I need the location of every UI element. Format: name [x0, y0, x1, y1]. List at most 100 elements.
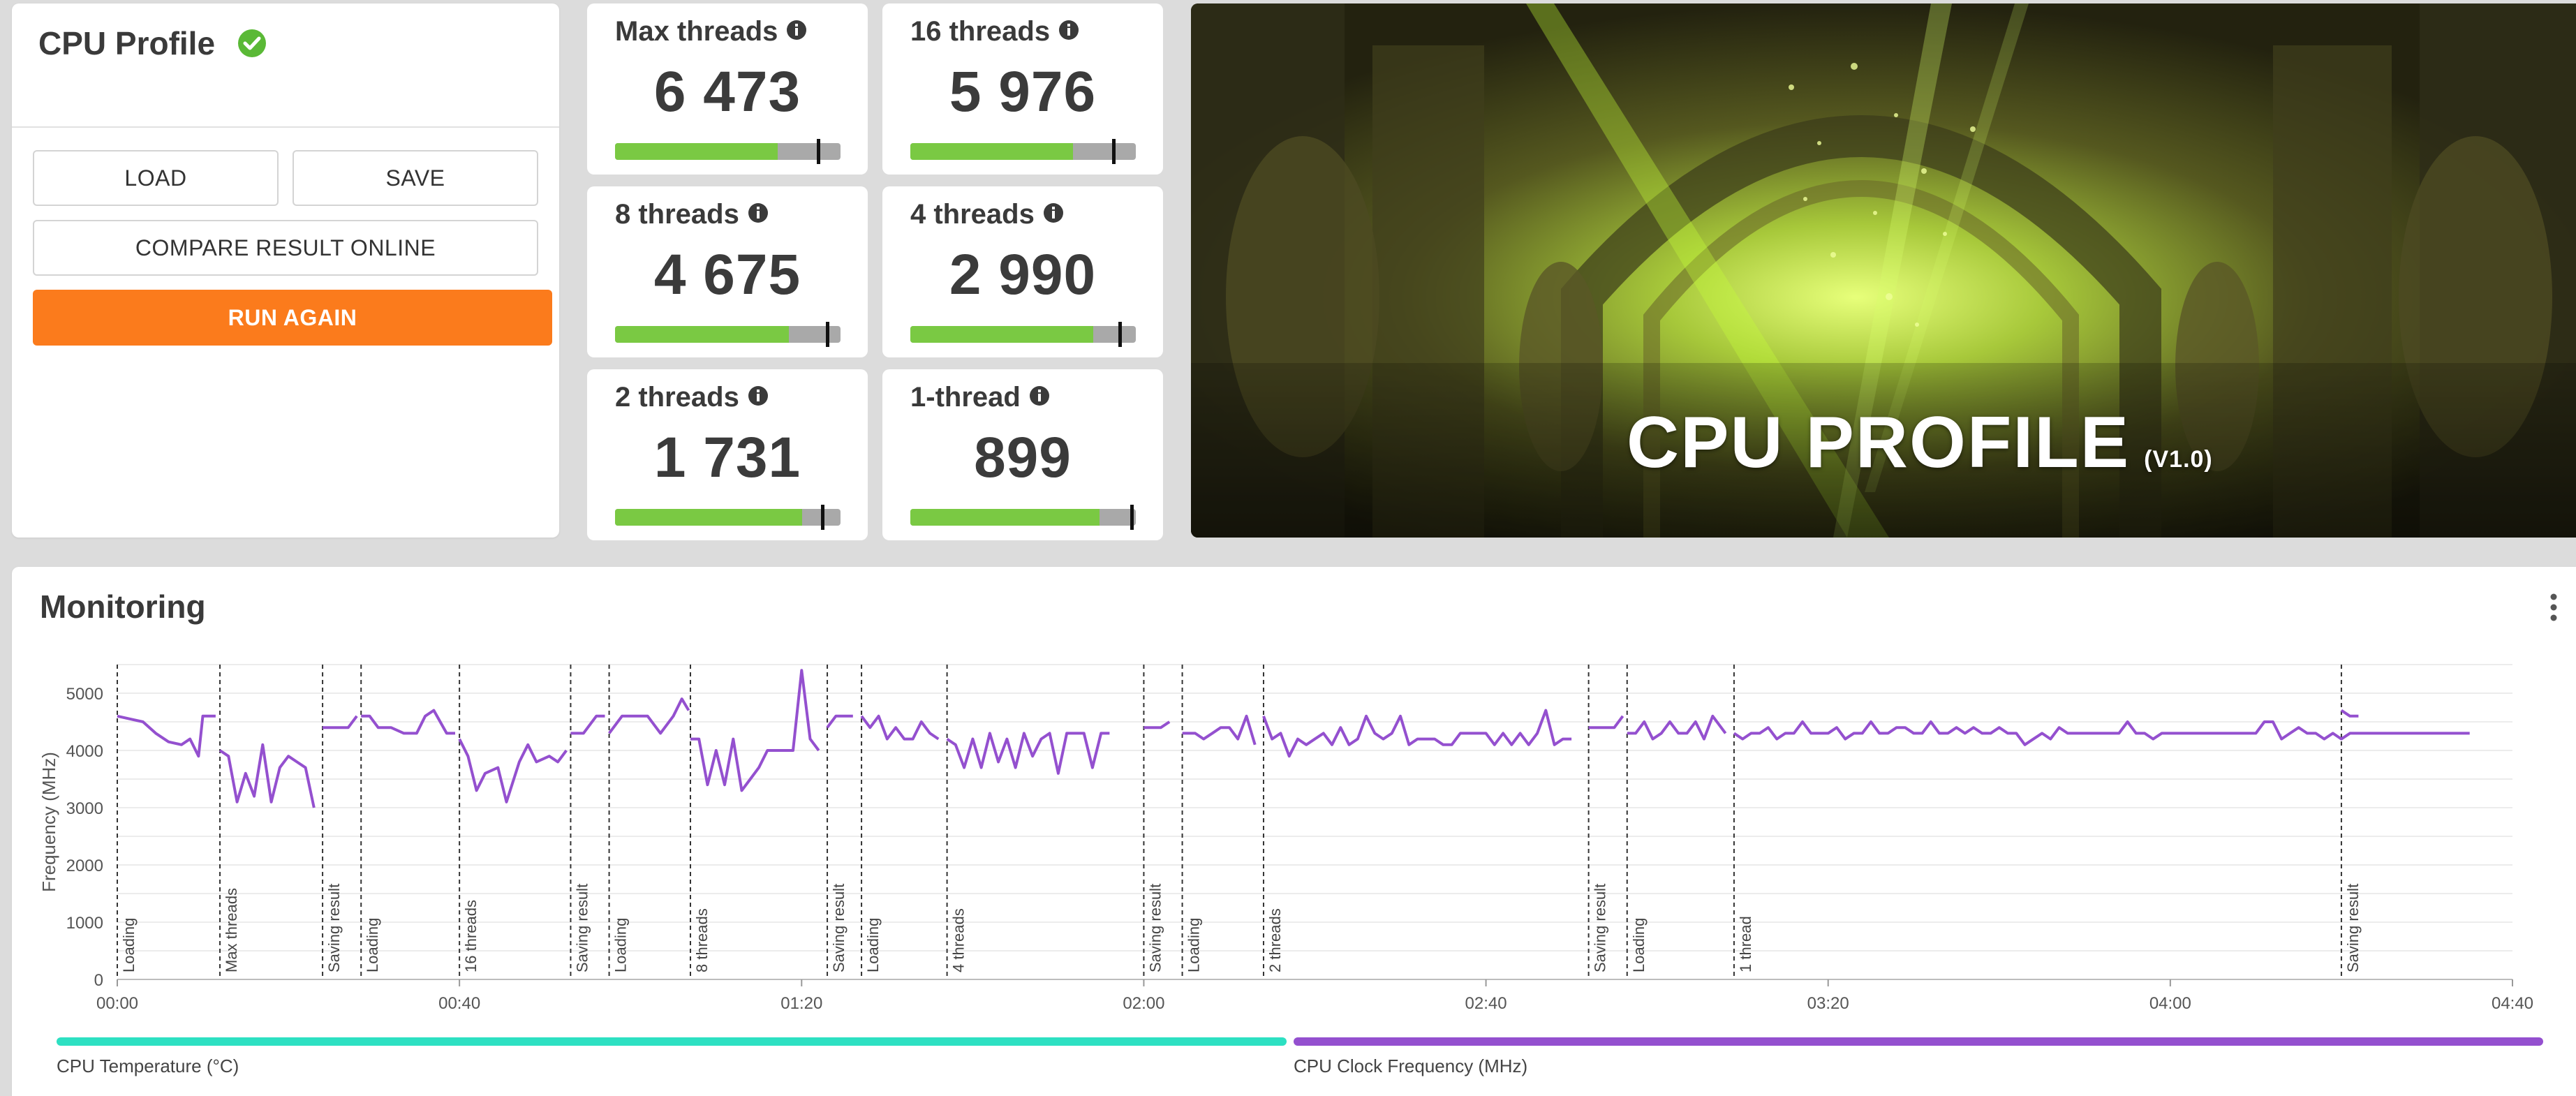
y-tick-label: 2000	[66, 857, 103, 875]
legend-bar-cpu-clock-frequency[interactable]	[1294, 1037, 2543, 1046]
series-line-cpu-clock-frequency	[2340, 709, 2359, 718]
series-line-cpu-clock-frequency	[1627, 714, 1727, 741]
phase-label: 4 threads	[950, 908, 968, 972]
score-bar-marker	[1111, 139, 1116, 164]
phase-label: 16 threads	[462, 900, 480, 972]
series-line-cpu-clock-frequency	[361, 709, 455, 735]
x-tick-label: 04:40	[2492, 994, 2533, 1013]
phase-label: Loading	[364, 918, 381, 972]
x-tick-label: 00:40	[438, 994, 480, 1013]
x-tick-label: 04:00	[2149, 994, 2191, 1013]
phase-label: Saving result	[830, 884, 847, 972]
phase-label: Loading	[120, 918, 138, 972]
score-tile-1-thread: 1-thread 899	[882, 369, 1163, 540]
series-line-cpu-clock-frequency	[219, 743, 316, 808]
phase-label: Saving result	[573, 884, 591, 972]
score-tile-2-threads: 2 threads 1 731	[587, 369, 868, 540]
series-line-cpu-clock-frequency	[1733, 720, 2470, 746]
save-button[interactable]: SAVE	[293, 150, 538, 206]
series-line-cpu-clock-frequency	[1182, 714, 1257, 746]
banner-title: CPU PROFILE (V1.0)	[1627, 401, 2213, 484]
profile-panel: CPU Profile LOAD SAVE COMPARE RESULT ONL…	[12, 3, 559, 538]
info-icon[interactable]	[1029, 385, 1050, 406]
x-tick-label: 00:00	[96, 994, 138, 1013]
score-bar-fill	[910, 326, 1093, 343]
x-tick-label: 01:20	[780, 994, 822, 1013]
score-bar	[615, 322, 841, 347]
score-bar-fill	[910, 143, 1073, 160]
score-label: Max threads	[615, 16, 778, 47]
banner-title-text: CPU PROFILE	[1627, 402, 2131, 483]
x-tick-label: 02:40	[1465, 994, 1507, 1013]
series-line-cpu-clock-frequency	[570, 714, 605, 735]
x-tick-label: 03:20	[1807, 994, 1849, 1013]
phase-label: Loading	[612, 918, 630, 972]
score-tile-16-threads: 16 threads 5 976	[882, 3, 1163, 175]
y-tick-label: 0	[94, 971, 103, 990]
score-bar	[615, 505, 841, 530]
score-value: 6 473	[653, 60, 801, 124]
score-value: 899	[974, 426, 1072, 489]
monitoring-panel: Monitoring Loading Max threads Saving resu…	[12, 567, 2576, 1096]
score-bar-fill	[615, 143, 778, 160]
score-bar-fill	[615, 326, 789, 343]
y-tick-label: 5000	[66, 685, 103, 704]
score-bar	[910, 139, 1136, 164]
phase-label: 8 threads	[693, 908, 711, 972]
phase-label: Saving result	[2344, 884, 2362, 972]
phase-label: Saving result	[1146, 884, 1164, 972]
frequency-chart: Loading Max threads Saving result Loading 16…	[38, 664, 2533, 1013]
phase-label: 2 threads	[1266, 908, 1284, 972]
series-line-cpu-clock-frequency	[826, 714, 853, 729]
score-bar-fill	[910, 509, 1100, 526]
phase-label: Saving result	[1592, 884, 1609, 972]
page-title: CPU Profile	[38, 25, 216, 61]
info-icon[interactable]	[1043, 202, 1064, 223]
info-icon[interactable]	[748, 385, 769, 406]
series-line-cpu-clock-frequency	[607, 697, 690, 735]
monitoring-title: Monitoring	[40, 588, 206, 625]
series-line-cpu-clock-frequency	[117, 714, 216, 758]
score-label: 16 threads	[910, 16, 1051, 47]
score-bar-fill	[615, 509, 803, 526]
score-bar-marker	[821, 505, 825, 530]
score-tile-4-threads: 4 threads 2 990	[882, 186, 1163, 357]
series-line-cpu-clock-frequency	[946, 732, 1110, 775]
vertical-dots-icon[interactable]	[2545, 591, 2562, 623]
score-value: 5 976	[949, 60, 1097, 124]
legend-label-cpu-clock-frequency: CPU Clock Frequency (MHz)	[1294, 1056, 1528, 1076]
score-bar-marker	[825, 322, 829, 347]
score-tile-max-threads: Max threads 6 473	[587, 3, 868, 175]
info-icon[interactable]	[786, 20, 807, 40]
divider	[12, 126, 559, 128]
check-circle-icon	[238, 29, 266, 57]
legend-label-cpu-temperature: CPU Temperature (°C)	[57, 1056, 239, 1076]
score-tile-8-threads: 8 threads 4 675	[587, 186, 868, 357]
series-line-cpu-clock-frequency	[458, 738, 568, 804]
score-bar-marker	[816, 139, 820, 164]
y-tick-label: 4000	[66, 742, 103, 761]
score-label: 4 threads	[910, 199, 1035, 230]
info-icon[interactable]	[1058, 20, 1079, 40]
series-line-cpu-clock-frequency	[860, 714, 940, 741]
y-tick-label: 1000	[66, 914, 103, 933]
phase-label: Loading	[864, 918, 882, 972]
score-bar-marker	[1118, 322, 1123, 347]
score-value: 4 675	[653, 243, 801, 306]
phase-label: Max threads	[223, 888, 240, 972]
series-line-cpu-clock-frequency	[690, 669, 820, 792]
score-label: 1-thread	[910, 382, 1021, 413]
series-line-cpu-clock-frequency	[1143, 720, 1171, 730]
score-bar	[910, 505, 1136, 530]
banner-version: (V1.0)	[2144, 446, 2213, 473]
load-button[interactable]: LOAD	[33, 150, 279, 206]
score-label: 8 threads	[615, 199, 739, 230]
phase-label: Loading	[1185, 918, 1203, 972]
y-tick-label: 3000	[66, 799, 103, 818]
run-again-button[interactable]: RUN AGAIN	[33, 290, 552, 346]
info-icon[interactable]	[748, 202, 769, 223]
legend-bar-cpu-temperature[interactable]	[57, 1037, 1287, 1046]
compare-result-online-button[interactable]: COMPARE RESULT ONLINE	[33, 220, 538, 276]
cpu-profile-banner-image: CPU PROFILE (V1.0)	[1191, 3, 2576, 538]
phase-label: Loading	[1630, 918, 1648, 972]
